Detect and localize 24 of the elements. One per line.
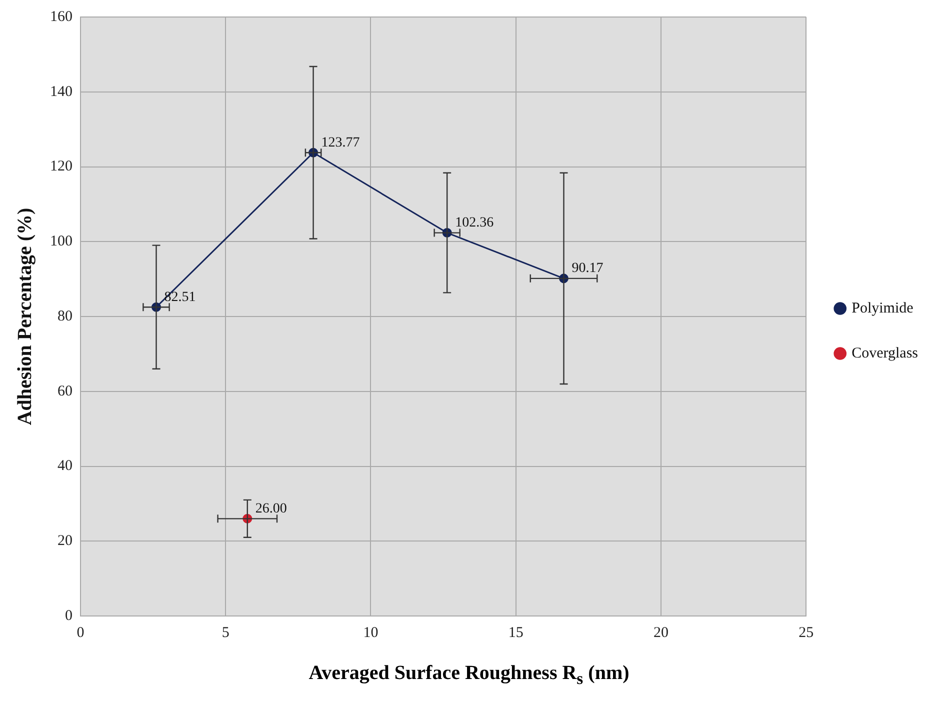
y-tick-label: 80	[58, 308, 72, 324]
legend-label: Coverglass	[852, 345, 918, 362]
data-label: 123.77	[321, 135, 360, 150]
y-tick-label: 120	[50, 158, 72, 175]
y-tick-label: 20	[58, 533, 72, 550]
x-tick-label: 5	[222, 624, 230, 641]
x-tick-label: 0	[76, 624, 84, 641]
data-label: 26.00	[255, 501, 287, 516]
y-tick-label: 40	[58, 458, 72, 474]
data-label: 82.51	[164, 290, 196, 305]
x-axis-title: Averaged Surface Roughness R$_{s}$ (nm)	[308, 662, 630, 689]
y-tick-label: 60	[58, 383, 72, 400]
x-tick-label: 10	[363, 624, 378, 641]
y-tick-label: 140	[50, 84, 72, 100]
data-label: 102.36	[455, 215, 494, 230]
legend-label: Polyimide	[852, 300, 914, 316]
y-tick-label: 100	[50, 234, 72, 250]
y-axis-title: Adhesion Percentage (%)	[14, 208, 36, 426]
y-tick-label: 0	[65, 608, 72, 624]
x-tick-label: 15	[508, 624, 524, 641]
x-tick-label: 25	[798, 624, 814, 641]
y-tick-label: 160	[50, 8, 72, 25]
data-label: 90.17	[572, 261, 604, 276]
x-tick-label: 20	[653, 624, 668, 641]
